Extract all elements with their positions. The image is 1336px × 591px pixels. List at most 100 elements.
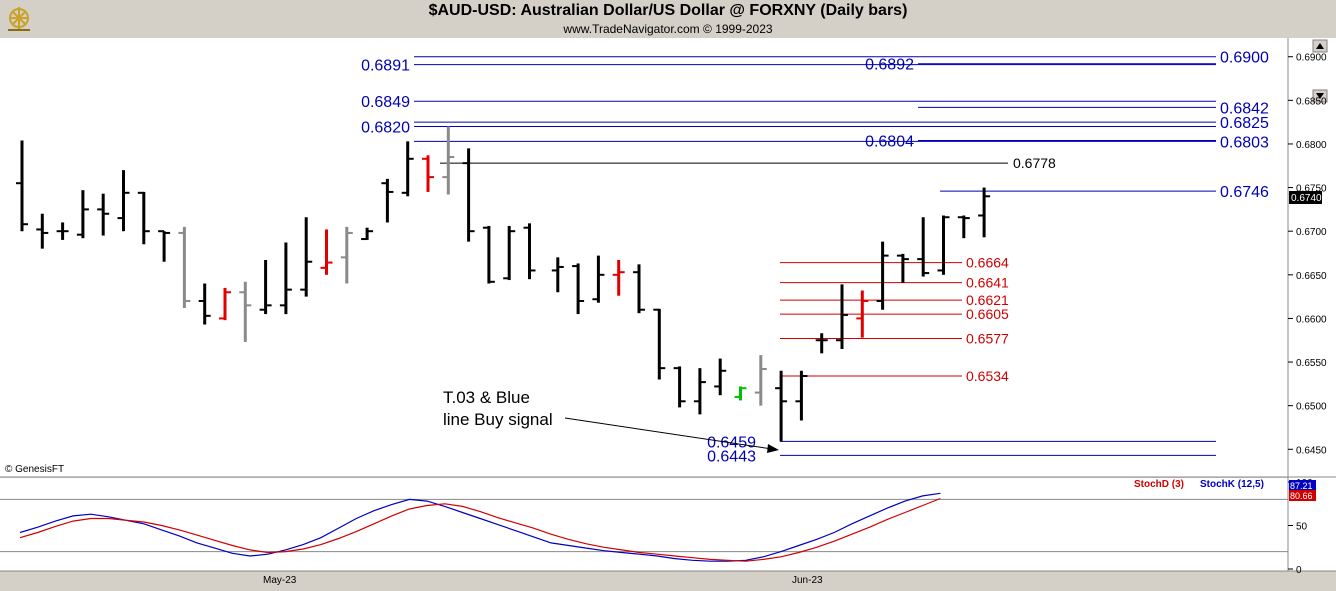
- stoch-tick-label: 50: [1296, 522, 1308, 533]
- copyright-label: © GenesisFT: [5, 464, 64, 475]
- price-tick-label: 0.6550: [1296, 358, 1327, 369]
- scroll-up-arrow-icon[interactable]: [1312, 39, 1328, 53]
- ohlc-bar: [320, 229, 333, 275]
- ohlc-bar: [361, 227, 374, 241]
- stoch-d-legend: StochD (3): [1134, 479, 1184, 490]
- ohlc-bar: [300, 217, 313, 297]
- stoch-d-line: [19, 497, 941, 562]
- ohlc-bar: [693, 368, 706, 415]
- ohlc-bar: [503, 225, 516, 281]
- red-level-label: 0.6641: [966, 275, 1009, 291]
- ohlc-bar: [219, 287, 231, 321]
- ohlc-bar: [279, 242, 292, 315]
- ohlc-bar: [572, 263, 585, 315]
- ohlc-bar: [775, 370, 788, 442]
- black-level-label: 0.6778: [1013, 155, 1056, 171]
- price-panel: [0, 38, 1288, 477]
- blue-level-label: 0.6825: [1220, 115, 1269, 132]
- price-tick-label: 0.6450: [1296, 445, 1327, 456]
- ohlc-bar: [198, 283, 211, 325]
- annotation-line1: T.03 & Blue: [443, 388, 530, 407]
- blue-level-label: 0.6804: [865, 133, 914, 150]
- ohlc-bar: [16, 140, 28, 232]
- price-tick-label: 0.6650: [1296, 271, 1327, 282]
- ohlc-bar: [117, 170, 130, 232]
- price-tick-label: 0.6850: [1296, 96, 1327, 107]
- price-tick-label: 0.6700: [1296, 227, 1327, 238]
- stoch-k-legend: StochK (12,5): [1200, 479, 1264, 490]
- stoch-k-line: [19, 492, 941, 562]
- ohlc-bar: [36, 213, 49, 249]
- scroll-down-arrow-icon[interactable]: [1312, 89, 1328, 103]
- stoch-panel: [0, 478, 1288, 571]
- ohlc-bar: [551, 257, 564, 293]
- red-level-label: 0.6664: [966, 255, 1009, 271]
- blue-level-label: 0.6820: [361, 120, 410, 137]
- ohlc-bar: [754, 355, 767, 406]
- x-label-may: May-23: [263, 575, 297, 586]
- price-tick-label: 0.6600: [1296, 314, 1327, 325]
- red-level-label: 0.6621: [966, 292, 1009, 308]
- ohlc-bar: [937, 215, 950, 275]
- last-price-value: 0.6740: [1291, 193, 1322, 204]
- ohlc-bar: [917, 217, 930, 277]
- ohlc-bar: [633, 264, 645, 314]
- last-price-tag: [1289, 191, 1322, 204]
- ohlc-bar: [381, 178, 394, 223]
- ohlc-bar: [158, 230, 171, 262]
- chart-subtitle: www.TradeNavigator.com © 1999-2023: [563, 22, 773, 36]
- blue-level-label: 0.6746: [1220, 184, 1269, 201]
- blue-level-label: 0.6443: [707, 448, 756, 465]
- ohlc-bar: [896, 253, 909, 283]
- x-label-jun: Jun-23: [792, 575, 823, 586]
- ohlc-bar: [673, 366, 686, 408]
- stoch-k-value: 87.21: [1290, 481, 1313, 491]
- blue-level-label: 0.6849: [361, 94, 410, 111]
- ohlc-bar: [56, 222, 69, 240]
- stoch-k-tag: [1289, 480, 1316, 491]
- price-tick-label: 0.6500: [1296, 402, 1327, 413]
- ohlc-bar: [714, 358, 727, 396]
- axis-layer: 0.6900 0.6850 0.6800 0.6750 0.6700 0.6650 0.66…: [0, 53, 1327, 576]
- stoch-d-value: 80.66: [1290, 491, 1313, 501]
- blue-level-label: 0.6892: [865, 57, 914, 74]
- chart-header: $AUD-USD: Australian Dollar/US Dollar @ …: [0, 0, 1336, 38]
- chart-title: $AUD-USD: Australian Dollar/US Dollar @ …: [428, 2, 908, 19]
- ohlc-bar: [836, 284, 848, 349]
- ohlc-bar: [340, 226, 353, 284]
- ohlc-bar: [401, 141, 414, 197]
- ohlc-bar: [592, 255, 605, 303]
- ohlc-bar: [653, 308, 666, 380]
- price-tick-label: 0.6900: [1296, 53, 1327, 64]
- stoch-tick-label: 0: [1296, 565, 1302, 576]
- ohlc-bar: [734, 386, 747, 401]
- annotation-line2: line Buy signal: [443, 410, 553, 429]
- ohlc-bar: [442, 126, 455, 195]
- ohlc-bar: [876, 241, 889, 310]
- ohlc-bar: [76, 190, 89, 239]
- red-level-label: 0.6577: [966, 330, 1009, 346]
- ohlc-bar: [178, 226, 191, 308]
- annotation-arrow: [564, 417, 779, 453]
- blue-level-label: 0.6891: [361, 58, 410, 75]
- blue-level-label: 0.6803: [1220, 134, 1269, 151]
- ohlc-bar: [259, 259, 272, 315]
- stoch-d-tag: [1289, 490, 1316, 501]
- ship-wheel-logo-icon: [8, 7, 30, 31]
- ohlc-bars: [16, 126, 991, 442]
- ohlc-bar: [815, 333, 828, 354]
- blue-level-label: 0.6842: [1220, 100, 1269, 117]
- ohlc-bar: [239, 281, 252, 342]
- blue-level-label: 0.6900: [1220, 50, 1269, 67]
- red-level-label: 0.6605: [966, 306, 1009, 322]
- ohlc-bar: [462, 148, 475, 242]
- ohlc-bar: [795, 370, 808, 421]
- ohlc-bar: [97, 193, 110, 236]
- ohlc-bar: [137, 191, 150, 245]
- ohlc-bar: [482, 225, 495, 284]
- ohlc-bar: [422, 155, 434, 192]
- ohlc-bar: [612, 259, 625, 296]
- ohlc-bar: [523, 223, 536, 280]
